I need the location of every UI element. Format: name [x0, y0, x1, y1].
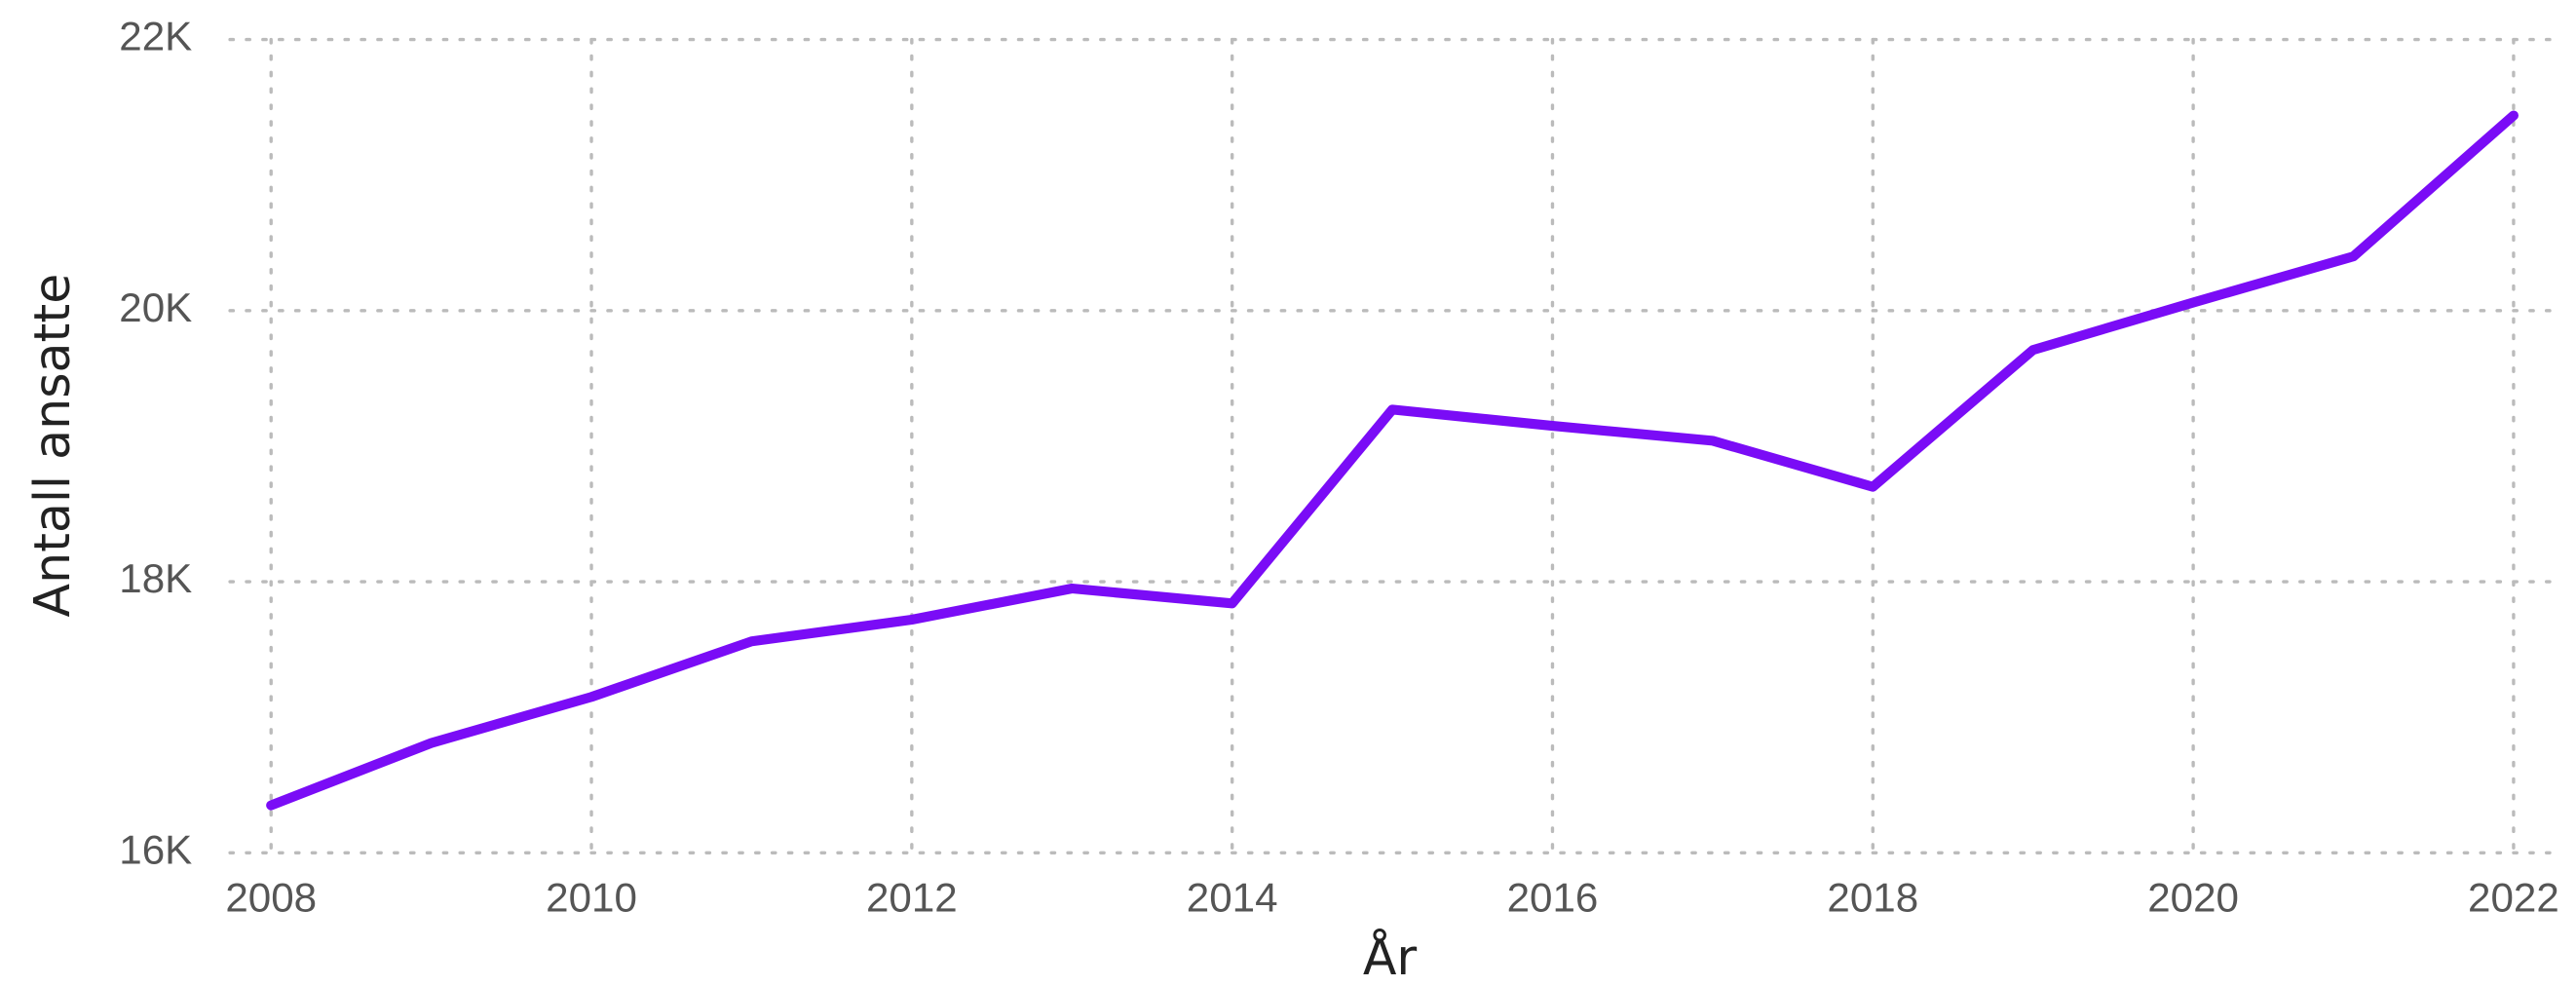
y-tick-label: 18K	[119, 555, 192, 601]
x-tick-label: 2016	[1507, 874, 1599, 920]
y-tick-label: 22K	[119, 14, 192, 59]
y-axis-title: Antall ansatte	[23, 274, 81, 618]
x-tick-label: 2020	[2147, 874, 2239, 920]
x-tick-label: 2010	[546, 874, 637, 920]
y-tick-label: 20K	[119, 284, 192, 330]
y-tick-label: 16K	[119, 826, 192, 872]
x-axis-title: År	[1363, 929, 1418, 986]
x-tick-label: 2022	[2468, 874, 2559, 920]
x-tick-label: 2014	[1187, 874, 1278, 920]
x-tick-label: 2012	[866, 874, 958, 920]
x-tick-label: 2008	[225, 874, 317, 920]
x-tick-label: 2018	[1827, 874, 1918, 920]
line	[266, 110, 2519, 811]
